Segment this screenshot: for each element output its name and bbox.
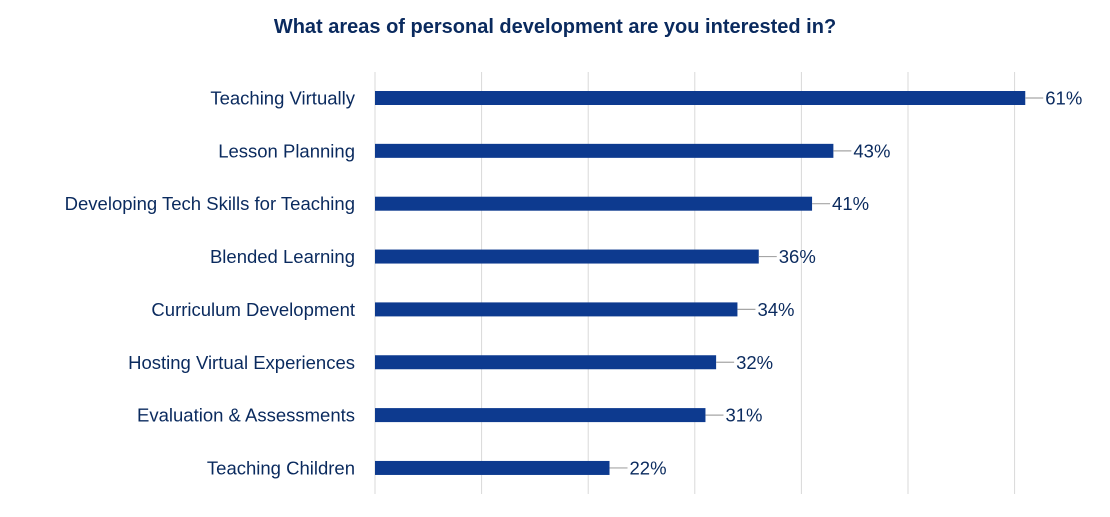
data-label: 32% [736, 352, 773, 373]
bar [375, 91, 1026, 105]
bar [375, 408, 706, 423]
data-label: 34% [757, 299, 794, 320]
category-label: Hosting Virtual Experiences [128, 352, 355, 373]
category-label: Teaching Children [207, 457, 355, 478]
data-label: 41% [832, 193, 869, 214]
bar [375, 249, 759, 264]
category-label: Blended Learning [210, 246, 355, 267]
labels: Teaching Virtually 61% Lesson Planning 43% D… [65, 88, 1083, 479]
category-label: Developing Tech Skills for Teaching [65, 193, 355, 214]
bar [375, 460, 610, 475]
category-label: Curriculum Development [151, 299, 355, 320]
category-label: Lesson Planning [218, 140, 355, 161]
category-label: Evaluation & Assessments [137, 405, 355, 426]
data-label: 61% [1045, 88, 1082, 109]
gridlines [374, 72, 1016, 494]
data-label: 22% [630, 457, 667, 478]
data-label: 43% [853, 140, 890, 161]
data-label: 31% [725, 405, 762, 426]
data-label: 36% [779, 246, 816, 267]
bars [375, 91, 1026, 475]
bar [375, 143, 834, 158]
bar [375, 355, 717, 370]
bar [375, 196, 813, 211]
bar [375, 302, 738, 317]
chart-title: What areas of personal development are y… [273, 16, 837, 38]
category-label: Teaching Virtually [210, 88, 355, 109]
